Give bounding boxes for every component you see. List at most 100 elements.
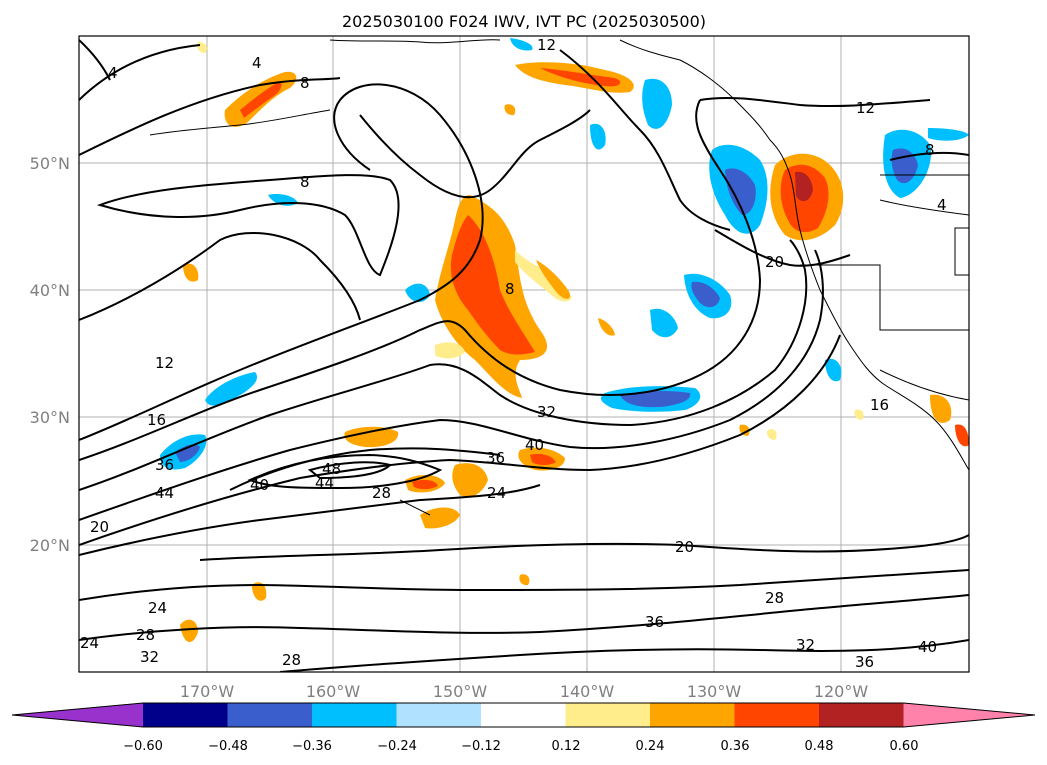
contour-label: 16 [870, 396, 889, 414]
contour-label: 24 [487, 484, 506, 502]
contour-24-south [199, 534, 969, 561]
contour-label: 28 [282, 651, 301, 669]
contour-label: 8 [925, 141, 935, 159]
contour-12-goa [559, 49, 731, 231]
border-us-mexico [879, 369, 969, 401]
contour-label: 48 [322, 460, 341, 478]
contour-12-mid [359, 109, 591, 199]
anomaly-subtrop-darkblue [620, 390, 691, 408]
contour-label: 20 [675, 538, 694, 556]
anomaly-ne-blue [928, 128, 969, 141]
contour-label: 20 [90, 518, 109, 536]
anomaly-pnw-darkred [795, 171, 813, 202]
contour-8-nw [79, 77, 341, 156]
anomaly-gulf2-blue [590, 123, 606, 150]
colorbar-tick-label: −0.36 [292, 739, 332, 754]
anomaly-goa-red [540, 68, 621, 87]
anomaly-sw2-orange [252, 582, 267, 601]
contour-44-closed [307, 461, 392, 480]
coastline-aleutians [149, 109, 331, 136]
border-states-3 [954, 227, 969, 276]
colorbar-tick-label: −0.12 [461, 739, 501, 754]
contour-label: 32 [140, 648, 159, 666]
anomaly-goa-blue [510, 38, 533, 51]
anomaly-south1-orange [344, 426, 399, 448]
contour-16 [79, 99, 762, 461]
anomaly-south2-red [412, 479, 438, 490]
anomaly-baja-orange [930, 394, 952, 423]
lon-tick-label: 150°W [433, 682, 488, 701]
anomaly-waleut-red [240, 82, 282, 118]
lon-tick-label: 120°W [814, 682, 869, 701]
contour-label: 28 [372, 484, 391, 502]
anomaly-sw-orange [180, 619, 198, 643]
anomaly-south3-orange [452, 463, 488, 497]
anomaly-west-blue [205, 372, 258, 406]
colorbar-tick-label: −0.48 [208, 739, 248, 754]
anomaly-dot3 [854, 409, 864, 420]
contour-28-south [79, 484, 541, 556]
anomaly-bc-darkblue [725, 168, 756, 215]
contour-label: 8 [505, 280, 515, 298]
contour-label: 16 [147, 411, 166, 429]
contour-48-closed [247, 453, 443, 490]
colorbar [11, 702, 1036, 728]
contour-label: 4 [108, 64, 118, 82]
lat-tick-label: 50°N [30, 154, 70, 173]
colorbar-segment [396, 703, 482, 727]
contour-20-coast [714, 229, 851, 267]
lon-tick-label: 170°W [180, 682, 235, 701]
contour-8-ne [889, 151, 969, 161]
contour-label: 8 [300, 74, 310, 92]
contour-28-arc [79, 334, 841, 546]
anomaly-ar-red [450, 215, 535, 355]
anomaly-dot6 [766, 429, 777, 440]
contour-label: 36 [645, 613, 664, 631]
contour-36-s4 [279, 639, 969, 672]
lat-axis: 50°N 40°N 30°N 20°N [30, 154, 70, 555]
contour-4-nw [79, 44, 201, 101]
contour-label: 32 [537, 403, 556, 421]
coastline-alaska [329, 39, 501, 44]
contour-label: 8 [300, 173, 310, 191]
contour-label: 32 [796, 636, 815, 654]
lon-tick-label: 160°W [306, 682, 361, 701]
border-states-2 [879, 199, 969, 216]
contour-labels: 4 4 8 8 12 12 8 4 8 20 12 16 36 44 40 48… [80, 36, 947, 671]
anomaly-mid-darkblue [691, 281, 720, 308]
anomaly-gulf-blue [642, 78, 672, 129]
colorbar-segment [650, 703, 735, 727]
contour-12-loop [79, 232, 361, 321]
contour-label: 24 [80, 634, 99, 652]
contour-label: 40 [918, 638, 937, 656]
anomaly-dot5 [519, 574, 530, 586]
contour-28-s2 [79, 569, 969, 601]
contour-label: 44 [155, 484, 174, 502]
anomaly-west2-darkblue [175, 444, 200, 462]
anomaly-w3-orange [183, 263, 199, 282]
coastlines [149, 39, 969, 516]
map-panel: 4 4 8 8 12 12 8 4 8 20 12 16 36 44 40 48… [78, 35, 970, 673]
lat-tick-label: 20°N [30, 536, 70, 555]
contour-label: 36 [155, 456, 174, 474]
contour-label: 40 [250, 476, 269, 494]
colorbar-segment [227, 703, 313, 727]
contour-label: 40 [525, 436, 544, 454]
contour-label: 36 [855, 653, 874, 671]
contour-20-arc [79, 239, 808, 491]
colorbar-tick-label: 0.48 [805, 739, 834, 754]
anomaly-south5-orange [420, 507, 460, 529]
contour-label: 12 [155, 354, 174, 372]
contour-12-arc [79, 83, 484, 441]
contour-label: 4 [252, 54, 262, 72]
border-states-1 [800, 264, 969, 331]
contour-label: 36 [486, 449, 505, 467]
colorbar-tick-label: 0.60 [890, 739, 919, 754]
colorbar-segment [819, 703, 904, 727]
contour-4-nw2 [79, 39, 111, 81]
colorbar-segment [312, 703, 397, 727]
anomaly-mex-red [955, 424, 969, 447]
colorbar-segment [481, 703, 566, 727]
contour-8-closed [96, 174, 400, 277]
